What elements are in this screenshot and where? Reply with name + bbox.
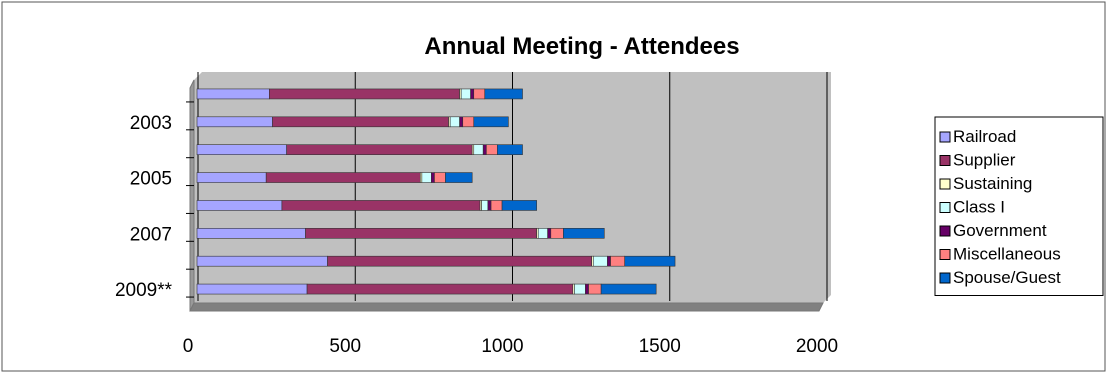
legend-entry: Miscellaneous: [953, 245, 1061, 264]
bar-segment: [537, 228, 548, 239]
x-tick-label: 2000: [796, 336, 838, 357]
legend-swatch: [939, 178, 951, 190]
bar-segment: [487, 200, 492, 211]
x-tick-label: 0: [183, 336, 194, 357]
bar-segment: [286, 144, 473, 155]
bar-segment: [497, 144, 523, 155]
bar-segment: [196, 144, 287, 155]
bar-segment: [196, 116, 273, 128]
y-tick-label: 2005: [130, 169, 172, 190]
legend-swatch: [939, 202, 951, 213]
bar-segment: [610, 255, 626, 267]
bar-segment: [459, 116, 464, 128]
legend-entry: Supplier: [953, 151, 1016, 170]
plot-background: [189, 72, 831, 312]
bar-segment: [196, 228, 306, 239]
legend-swatch: [939, 249, 951, 260]
bar-segment: [624, 255, 676, 267]
bar-segment: [265, 172, 421, 183]
bar-segment: [431, 172, 435, 183]
x-tick-label: 1000: [481, 336, 523, 357]
bar-segment: [473, 88, 486, 100]
bar-segment: [482, 144, 487, 155]
bar-segment: [306, 283, 574, 295]
bar-segment: [490, 200, 503, 211]
bar-segment: [445, 172, 473, 183]
legend-entry: Class I: [953, 198, 1005, 217]
x-tick-label: 1500: [639, 336, 681, 357]
bar-segment: [588, 283, 602, 295]
legend-entry: Government: [953, 221, 1047, 240]
bar-segment: [470, 88, 475, 100]
legend-box: [934, 116, 1104, 296]
bar-segment: [585, 283, 589, 295]
bar-segment: [486, 144, 498, 155]
legend-swatch: [939, 155, 951, 166]
bar-segment: [473, 116, 509, 128]
bar-segment: [327, 255, 592, 267]
legend-swatch: [939, 131, 951, 143]
y-axis: 2003 2005 2007 2009**: [115, 101, 194, 301]
bar-segment: [574, 283, 586, 295]
bar-segment: [269, 88, 460, 100]
bar-segment: [473, 144, 484, 155]
y-tick-label: 2009**: [115, 280, 173, 301]
legend-entry: Spouse/Guest: [953, 268, 1061, 287]
bar-segment: [196, 200, 283, 211]
bar-segment: [196, 255, 328, 267]
legend-entry: Railroad: [953, 127, 1016, 146]
bar-segment: [421, 172, 432, 183]
bar-segment: [501, 200, 537, 211]
y-tick-label: 2007: [130, 224, 172, 245]
bar-segment: [481, 200, 489, 211]
bar-segment: [547, 228, 552, 239]
x-tick-label: 500: [329, 336, 361, 357]
x-axis: 0 500 1000 1500 2000: [183, 336, 838, 357]
bar-segment: [281, 200, 481, 211]
plot-side-wall: [189, 79, 195, 312]
bar-segment: [550, 228, 564, 239]
plot-floor: [189, 302, 824, 312]
bars: [196, 88, 676, 295]
bar-segment: [460, 88, 471, 100]
legend-swatch: [939, 272, 951, 284]
bar-segment: [196, 88, 270, 100]
bar-segment: [607, 255, 611, 267]
bar-segment: [484, 88, 523, 100]
bar-segment: [462, 116, 475, 128]
bar-segment: [563, 228, 605, 239]
bar-segment: [196, 283, 308, 295]
legend: Railroad Supplier Sustaining Class I Governm…: [934, 116, 1104, 296]
bar-segment: [305, 228, 537, 239]
bar-segment: [600, 283, 657, 295]
bar-segment: [272, 116, 449, 128]
bar-segment: [592, 255, 608, 267]
legend-swatch: [939, 225, 951, 237]
y-tick-label: 2003: [130, 113, 172, 134]
bar-segment: [434, 172, 446, 183]
legend-entry: Sustaining: [953, 174, 1032, 193]
bar-segment: [449, 116, 460, 128]
bar-segment: [196, 172, 267, 183]
chart-title: Annual Meeting - Attendees: [424, 33, 739, 60]
